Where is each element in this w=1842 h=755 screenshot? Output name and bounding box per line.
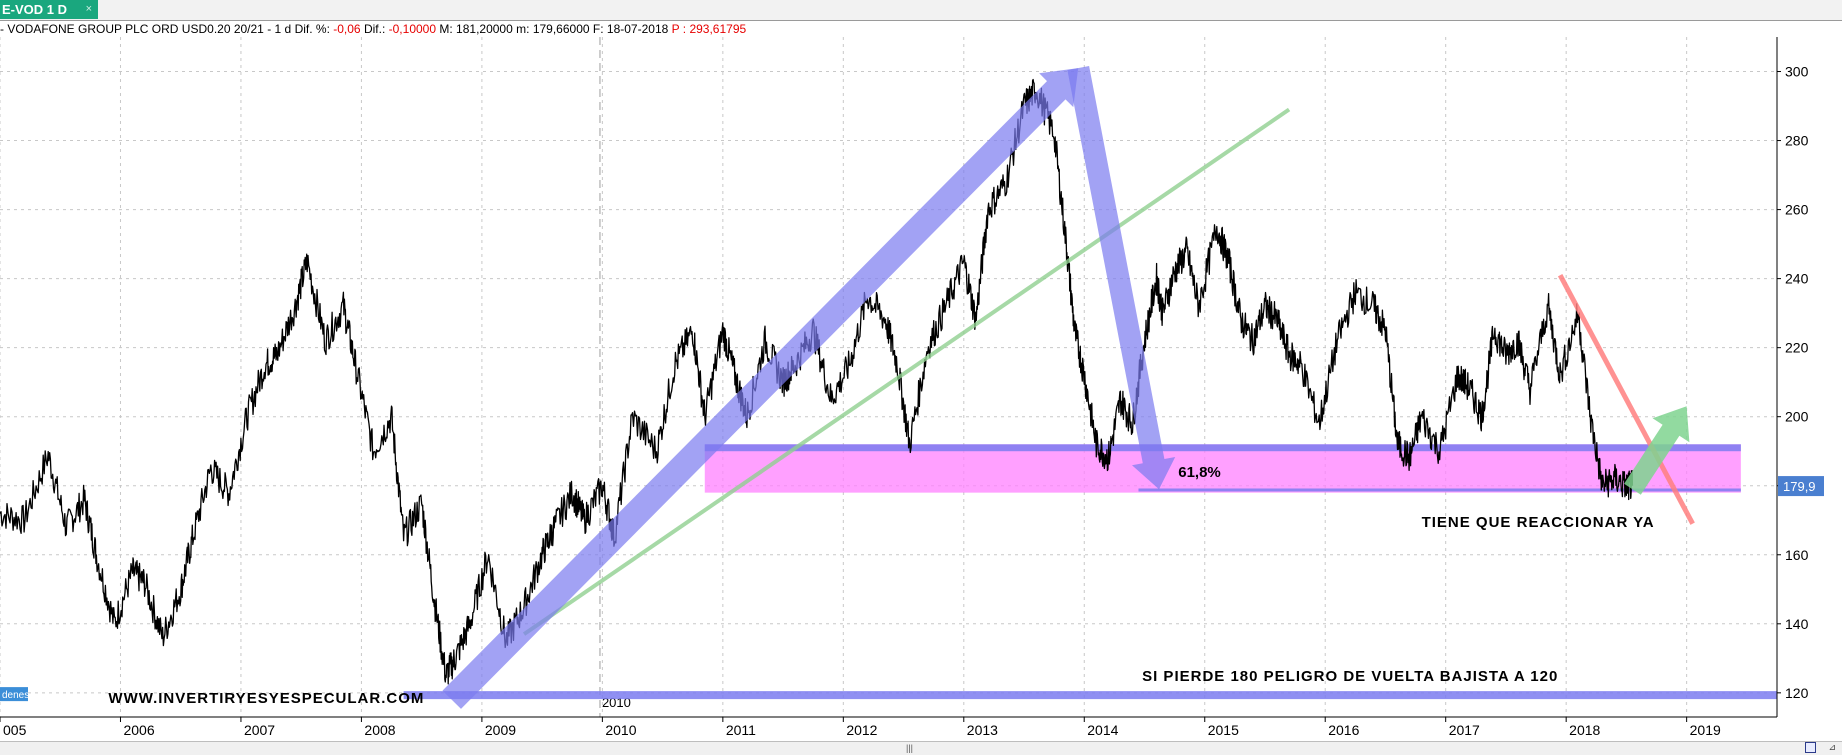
y-tick-label: 300 bbox=[1785, 64, 1809, 80]
tab-bar: E-VOD 1 D × bbox=[0, 0, 1842, 21]
chart-tab[interactable]: E-VOD 1 D × bbox=[0, 0, 98, 19]
x-tick-label: 2014 bbox=[1087, 722, 1118, 738]
date-value: 18-07-2018 bbox=[606, 22, 669, 36]
y-tick-label: 160 bbox=[1785, 547, 1809, 563]
splitter-grip[interactable]: ||| bbox=[906, 743, 914, 753]
status-footer: ||| ⊿ bbox=[0, 741, 1842, 755]
grid: 2010 bbox=[0, 37, 1777, 717]
price-line bbox=[0, 78, 1634, 685]
fib-level-band bbox=[1138, 488, 1741, 492]
blue-up-arrow bbox=[442, 68, 1079, 709]
price-series bbox=[0, 78, 1634, 685]
y-tick-label: 240 bbox=[1785, 271, 1809, 287]
blue-down-arrow bbox=[1067, 66, 1176, 490]
instrument-info-line: - VODAFONE GROUP PLC ORD USD0.20 20/21 -… bbox=[0, 21, 746, 37]
y-tick-label: 120 bbox=[1785, 685, 1809, 701]
y-tick-label: 140 bbox=[1785, 616, 1809, 632]
price-chart[interactable]: 2010 61,8% TIENE QUE REACCIONAR YA SI PIER… bbox=[0, 37, 1842, 741]
red-downtrend-line bbox=[1557, 273, 1695, 525]
last-price-label: 179,9 bbox=[1783, 479, 1816, 494]
instrument-name: - VODAFONE GROUP PLC ORD USD0.20 20/21 -… bbox=[0, 22, 292, 36]
max-value: 181,20000 bbox=[456, 22, 513, 36]
date-label: F: bbox=[592, 22, 604, 36]
dif-label: Dif.: bbox=[363, 22, 386, 36]
support-zone-top-band bbox=[704, 444, 1741, 452]
min-value: 179,66000 bbox=[532, 22, 590, 36]
min-label: m: bbox=[516, 22, 530, 36]
watermark: WWW.INVERTIRYESYESPECULAR.COM bbox=[108, 690, 424, 707]
x-tick-label: 2009 bbox=[485, 722, 516, 738]
save-icon[interactable] bbox=[1805, 742, 1816, 753]
last-price-box bbox=[1778, 476, 1824, 497]
danger-label: SI PIERDE 180 PELIGRO DE VUELTA BAJISTA … bbox=[1142, 668, 1558, 685]
x-tick-label: 2018 bbox=[1569, 722, 1600, 738]
x-tick-label: 2015 bbox=[1208, 722, 1239, 738]
green-trendline bbox=[522, 107, 1291, 636]
annotation-labels: 61,8% TIENE QUE REACCIONAR YA SI PIERDE 18… bbox=[0, 464, 1655, 707]
support-120-band bbox=[403, 691, 1777, 700]
support-zone bbox=[403, 444, 1777, 700]
pin-icon[interactable]: ⊿ bbox=[1828, 742, 1836, 752]
x-tick-label: 2011 bbox=[726, 722, 756, 738]
x-tick-label: 005 bbox=[3, 722, 27, 738]
axes: 120140160180200220240260280300179,900520… bbox=[0, 37, 1824, 738]
x-tick-label: 2007 bbox=[244, 722, 275, 738]
x-tick-label: 2012 bbox=[846, 722, 877, 738]
p-label: P : bbox=[671, 22, 687, 36]
close-icon[interactable]: × bbox=[85, 3, 92, 15]
left-tag-label: denes bbox=[2, 690, 29, 701]
dif-pct-label: Dif. %: bbox=[294, 22, 330, 36]
x-tick-label: 2013 bbox=[967, 722, 998, 738]
y-tick-label: 220 bbox=[1785, 340, 1809, 356]
y-tick-label: 280 bbox=[1785, 133, 1809, 149]
y-tick-label: 200 bbox=[1785, 409, 1809, 425]
x-tick-label: 2017 bbox=[1449, 722, 1480, 738]
x-tick-label: 2016 bbox=[1328, 722, 1359, 738]
x-tick-label: 2006 bbox=[123, 722, 154, 738]
y-tick-label: 260 bbox=[1785, 202, 1809, 218]
max-label: M: bbox=[439, 22, 453, 36]
tab-label: E-VOD 1 D bbox=[2, 2, 68, 17]
trend-drawings bbox=[442, 66, 1695, 709]
x-tick-label: 2010 bbox=[605, 722, 636, 738]
p-value: 293,61795 bbox=[689, 22, 747, 36]
fib-label: 61,8% bbox=[1178, 464, 1221, 481]
dif-pct-value: -0,06 bbox=[333, 22, 361, 36]
x-tick-label: 2019 bbox=[1690, 722, 1721, 738]
react-label: TIENE QUE REACCIONAR YA bbox=[1422, 514, 1655, 531]
x-tick-label: 2008 bbox=[364, 722, 395, 738]
left-tag-box bbox=[0, 687, 28, 702]
green-up-arrow bbox=[1624, 406, 1690, 495]
support-zone-fill bbox=[704, 444, 1741, 493]
dif-value: -0,10000 bbox=[388, 22, 437, 36]
